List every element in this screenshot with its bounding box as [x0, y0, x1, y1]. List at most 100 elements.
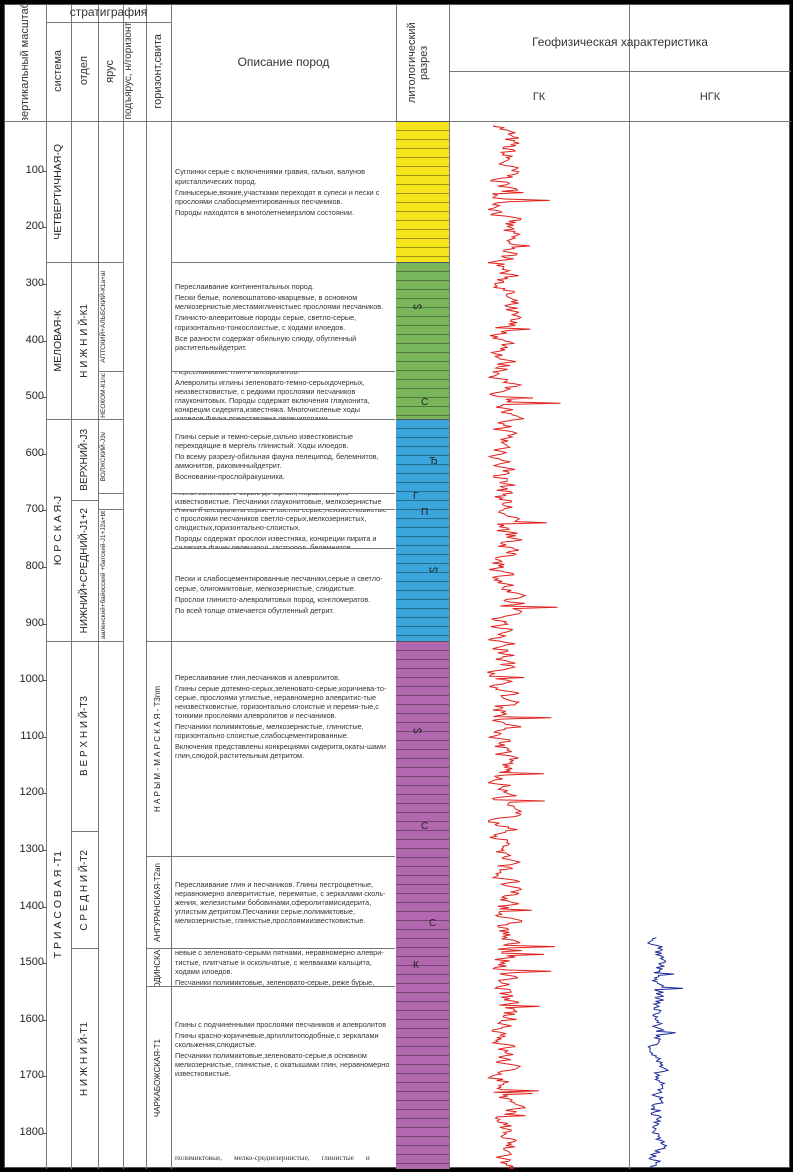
description-line: Глинысерые,вязкие,участками переходят в … — [175, 187, 380, 206]
litho-layer — [396, 121, 449, 263]
litho-symbol: Ђ — [429, 456, 438, 468]
depth-tick: 1200 — [5, 786, 47, 798]
description-line: Суглинки серые с включениями гравия, гал… — [175, 167, 366, 186]
column-divider — [123, 5, 124, 1169]
depth-tick: 700 — [5, 503, 47, 515]
horizon-cell: ЧАРКАБОЖСКАЯ-Т1 — [146, 985, 171, 1169]
description-line: Глины серые и темно-серые,сильно известк… — [175, 431, 354, 450]
litho-symbol: С — [429, 917, 437, 929]
column-divider — [449, 5, 450, 1169]
description-line: Все разности содержат обильную слюду, об… — [175, 333, 357, 352]
depth-tick: 300 — [5, 277, 47, 289]
header-geophysics: Геофизическая характеристика — [532, 35, 708, 49]
rock-description: Глины зеленовато-серые дочерных, неравно… — [171, 492, 395, 509]
litho-layer — [396, 640, 449, 1169]
description-line: Восновании-прослойракушника. — [175, 471, 285, 481]
description-line: Глинисто-алевритовые породы серые, светл… — [175, 313, 357, 332]
depth-tick: 1100 — [5, 730, 47, 742]
horizon-cell: ХАРАЮДИНСКАЯ-Т1hr — [146, 948, 171, 986]
column-divider — [98, 5, 99, 1169]
header-divider — [449, 71, 791, 72]
description-line: По всему разрезу-обильная фауна пелеципо… — [175, 451, 379, 470]
system-cell: Ю Р С К А Я-J — [46, 418, 71, 641]
litho-symbol: П — [421, 507, 429, 519]
horizon-cell: АНГУРАНСКАЯ-Т2an — [146, 855, 171, 949]
geophysics-curves — [486, 124, 683, 1169]
rock-description: Глины с подчиненными прослоями песчанико… — [171, 985, 395, 1169]
rock-description: Переслаивание глин и песчаников. Глины п… — [171, 855, 395, 949]
litho-symbol: С — [421, 396, 429, 408]
stage-cell: АПТСКИЙ+АЛЬБСКИЙ-К1a+al — [98, 262, 123, 370]
description-line: Породы содержат прослои известняка, конк… — [175, 534, 377, 547]
depth-tick: 1300 — [5, 843, 47, 855]
description-line: Переслаивание глин и песчаников. Глины ш… — [175, 948, 384, 976]
depth-tick: 100 — [5, 164, 47, 176]
depth-tick: 600 — [5, 447, 47, 459]
horizon-cell: Н А Р Ы М - М А Р С К А Я - Т3nm — [146, 640, 171, 856]
description-line: Пески и слабосцементированные песчаники,… — [175, 574, 383, 593]
description-line: Переслаивание глин,песчаников и алевроли… — [175, 672, 341, 682]
description-line: Пески белые, полевошпатово-кварцевые, в … — [175, 293, 384, 312]
depth-tick: 1700 — [5, 1069, 47, 1081]
column-divider — [629, 5, 630, 1169]
description-line: Алевролиты иглины зеленовато-темно-серых… — [175, 377, 370, 419]
litho-symbol: ᔕ — [413, 725, 422, 737]
description-line: Прослои глинисто-алевролитовых пород, ко… — [175, 594, 371, 604]
column-divider — [46, 5, 47, 1169]
rock-description: Переслаивание глин,песчаников и алевроли… — [171, 640, 395, 856]
system-cell: Т Р И А С О В А Я -Т1 — [46, 640, 71, 1169]
column-divider — [171, 5, 172, 1169]
description-line: Песчаники полимиктовые, мелкозернистые, … — [175, 722, 364, 741]
rock-description: Пески и слабосцементированные песчаники,… — [171, 547, 395, 641]
description-line: Переслаивание глин и алевролитов. — [175, 370, 300, 376]
rock-description: Суглинки серые с включениями гравия, гал… — [171, 121, 395, 262]
header-description: Описание пород — [237, 55, 330, 69]
stage-cell — [98, 640, 123, 1169]
description-line: Переслаивание глин и песчаников. Глины п… — [175, 879, 386, 926]
series-cell: Н И Ж Н И Й-К1 — [71, 262, 98, 418]
depth-tick: 1600 — [5, 1013, 47, 1025]
depth-tick: 800 — [5, 560, 47, 572]
depth-tick: 1800 — [5, 1126, 47, 1138]
series-cell: ВЕРХНИЙ-J3 — [71, 418, 98, 501]
description-line: Глины серые дотемно-серых,зеленовато-сер… — [175, 683, 387, 721]
depth-tick: 1400 — [5, 900, 47, 912]
depth-tick: 200 — [5, 220, 47, 232]
description-line: Породы находятся в многолетнемерзлом сос… — [175, 207, 355, 217]
description-line: Песчаники полимиктовые, зеленовато-серые… — [175, 977, 375, 986]
series-cell: В Е Р Х Н И Й-Т3 — [71, 640, 98, 831]
stage-cell: ааленский+байосский +батский-J1+J2a+bt — [98, 508, 123, 641]
description-line: Глины зеленовато-серые дочерных, неравно… — [175, 494, 382, 509]
ngk-curve — [646, 937, 683, 1169]
header-ngk: НГК — [699, 91, 721, 103]
rock-description: Переслаивание континентальных пород. Песк… — [171, 262, 395, 370]
rock-description: Глины и алевролиты серые и светло-серые,… — [171, 508, 395, 548]
header-gk: ГК — [532, 91, 546, 103]
horizon-cell — [146, 121, 171, 641]
series-cell: НИЖНИЙ+СРЕДНИЙ-J1+2 — [71, 500, 98, 640]
system-cell: ЧЕТВЕРТИЧНАЯ-Q — [46, 121, 71, 262]
description-line: Глины красно-коричневые,аргиллитоподобны… — [175, 1030, 379, 1050]
litho-symbol: Г — [413, 490, 419, 502]
rock-description: Переслаивание глин и алевролитов. Алеврол… — [171, 370, 395, 419]
system-cell: МЕЛОВАЯ-К — [46, 262, 71, 418]
gk-curve — [486, 124, 561, 1169]
description-footer: полимиктовые, мелко-среднезернистые, гли… — [175, 1152, 370, 1162]
depth-tick: 900 — [5, 617, 47, 629]
depth-tick: 1500 — [5, 956, 47, 968]
litho-layer — [396, 262, 449, 419]
column-divider — [71, 5, 72, 1169]
litho-symbol: ᔕ — [413, 300, 422, 312]
stage-cell — [98, 492, 123, 509]
description-line: Переслаивание континентальных пород. — [175, 282, 314, 292]
litho-symbol: К — [413, 960, 419, 972]
depth-tick: 500 — [5, 390, 47, 402]
litho-symbol: ᔕ — [429, 563, 438, 575]
stage-cell — [98, 121, 123, 262]
stage-cell: НЕОКОМ-К1nc — [98, 370, 123, 419]
litho-layer — [396, 418, 449, 641]
stage-cell: ВОЛЖСКИЙ-J3v — [98, 418, 123, 493]
description-line: Песчаники полимиктовые,зеленовато-серые,… — [175, 1051, 390, 1079]
description-line: Включения представлены конкрециями сидер… — [175, 742, 386, 761]
depth-tick: 1000 — [5, 673, 47, 685]
